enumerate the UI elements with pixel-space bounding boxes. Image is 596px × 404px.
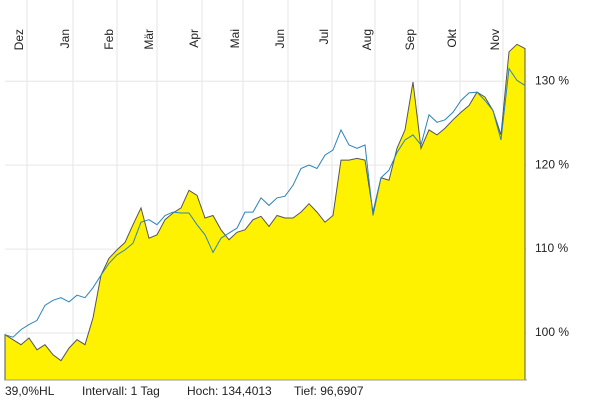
x-tick-label: Nov (488, 29, 502, 50)
footer-text: 39,0%HL (5, 384, 55, 398)
x-tick-label: Jul (317, 29, 331, 44)
x-tick-label: Okt (445, 28, 459, 47)
footer-text: Hoch: 134,4013 (187, 384, 272, 398)
footer-text: Tief: 96,6907 (294, 384, 364, 398)
y-tick-label: 110 % (535, 241, 568, 255)
y-tick-label: 120 % (535, 157, 569, 171)
area (4, 43, 526, 381)
footer-text: Intervall: 1 Tag (82, 384, 160, 398)
x-tick-label: Mai (228, 29, 242, 48)
x-tick-label: Aug (360, 29, 374, 50)
x-tick-label: Sep (403, 29, 417, 51)
x-tick-label: Dez (12, 29, 26, 50)
x-tick-label: Jan (58, 29, 72, 48)
x-tick-label: Mär (142, 29, 156, 50)
line (4, 67, 526, 338)
x-tick-label: Jun (273, 29, 287, 48)
y-tick-label: 100 % (535, 325, 569, 339)
x-tick-label: Feb (102, 29, 116, 50)
y-tick-label: 130 % (535, 73, 569, 87)
x-tick-label: Apr (187, 29, 201, 48)
